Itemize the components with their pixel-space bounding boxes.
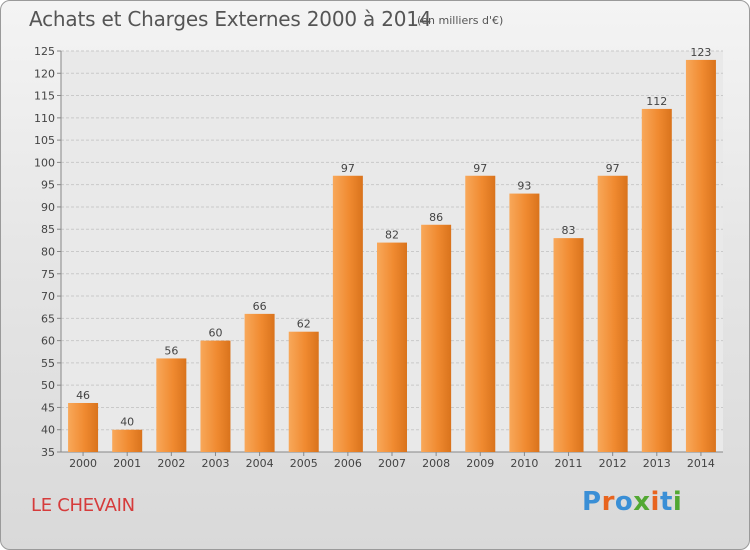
logo-letter: x [633, 487, 651, 517]
x-tick-label: 2011 [555, 457, 583, 470]
data-label: 123 [690, 46, 711, 59]
bar [685, 59, 716, 453]
y-tick-label: 85 [41, 223, 55, 236]
bar [553, 238, 584, 452]
y-tick-label: 65 [41, 312, 55, 325]
x-tick-label: 2003 [201, 457, 229, 470]
x-tick-label: 2007 [378, 457, 406, 470]
y-tick-label: 40 [41, 424, 55, 437]
data-label: 97 [341, 162, 355, 175]
data-label: 82 [385, 229, 399, 242]
data-label: 97 [473, 162, 487, 175]
bar [244, 313, 275, 452]
y-tick-label: 100 [34, 156, 55, 169]
data-label: 66 [253, 300, 267, 313]
bar [377, 242, 407, 452]
y-tick-label: 90 [41, 201, 55, 214]
data-label: 62 [297, 318, 311, 331]
bar [112, 429, 143, 452]
y-tick-label: 45 [41, 401, 55, 414]
data-label: 97 [606, 162, 620, 175]
y-tick-label: 55 [41, 357, 55, 370]
y-tick-label: 110 [34, 112, 55, 125]
data-label: 56 [164, 344, 178, 357]
y-tick-label: 125 [34, 45, 55, 58]
y-tick-label: 75 [41, 268, 55, 281]
bar [68, 402, 99, 452]
y-tick-label: 120 [34, 67, 55, 80]
bar [509, 193, 540, 453]
bar [200, 340, 231, 452]
chart-title: Achats et Charges Externes 2000 à 2014 [29, 7, 432, 31]
bar [641, 108, 672, 452]
x-tick-label: 2004 [246, 457, 274, 470]
logo-letter: t [659, 487, 673, 517]
bar [465, 175, 496, 452]
x-tick-label: 2005 [290, 457, 318, 470]
y-tick-label: 115 [34, 90, 55, 103]
y-tick-label: 105 [34, 134, 55, 147]
bar [421, 224, 452, 452]
x-tick-label: 2014 [687, 457, 715, 470]
y-tick-label: 95 [41, 179, 55, 192]
commune-name: LE CHEVAIN [31, 495, 135, 516]
x-tick-label: 2006 [334, 457, 362, 470]
logo-letter: o [614, 487, 634, 517]
y-tick-label: 35 [41, 446, 55, 459]
data-label: 40 [120, 416, 134, 429]
data-label: 93 [517, 180, 531, 193]
x-tick-label: 2002 [157, 457, 185, 470]
x-tick-label: 2001 [113, 457, 141, 470]
x-tick-label: 2000 [69, 457, 97, 470]
logo-letter: i [672, 487, 683, 517]
x-tick-label: 2010 [510, 457, 538, 470]
proxiti-logo: Proxiti [582, 487, 682, 517]
x-tick-label: 2012 [599, 457, 627, 470]
logo-letter: i [650, 487, 660, 517]
y-tick-label: 70 [41, 290, 55, 303]
y-tick-label: 60 [41, 335, 55, 348]
bar [597, 175, 628, 452]
bar [156, 358, 187, 452]
data-label: 83 [562, 224, 576, 237]
logo-letter: P [582, 487, 602, 517]
x-tick-label: 2009 [466, 457, 494, 470]
data-label: 112 [646, 95, 667, 108]
chart-subtitle: (en milliers d'€) [417, 14, 504, 27]
y-tick-label: 50 [41, 379, 55, 392]
bar [332, 175, 363, 452]
data-label: 86 [429, 211, 443, 224]
x-tick-label: 2013 [643, 457, 671, 470]
x-tick-label: 2008 [422, 457, 450, 470]
y-tick-label: 80 [41, 246, 55, 259]
data-label: 60 [208, 327, 222, 340]
logo-letter: r [601, 487, 615, 517]
bar [288, 331, 319, 452]
data-label: 46 [76, 389, 90, 402]
